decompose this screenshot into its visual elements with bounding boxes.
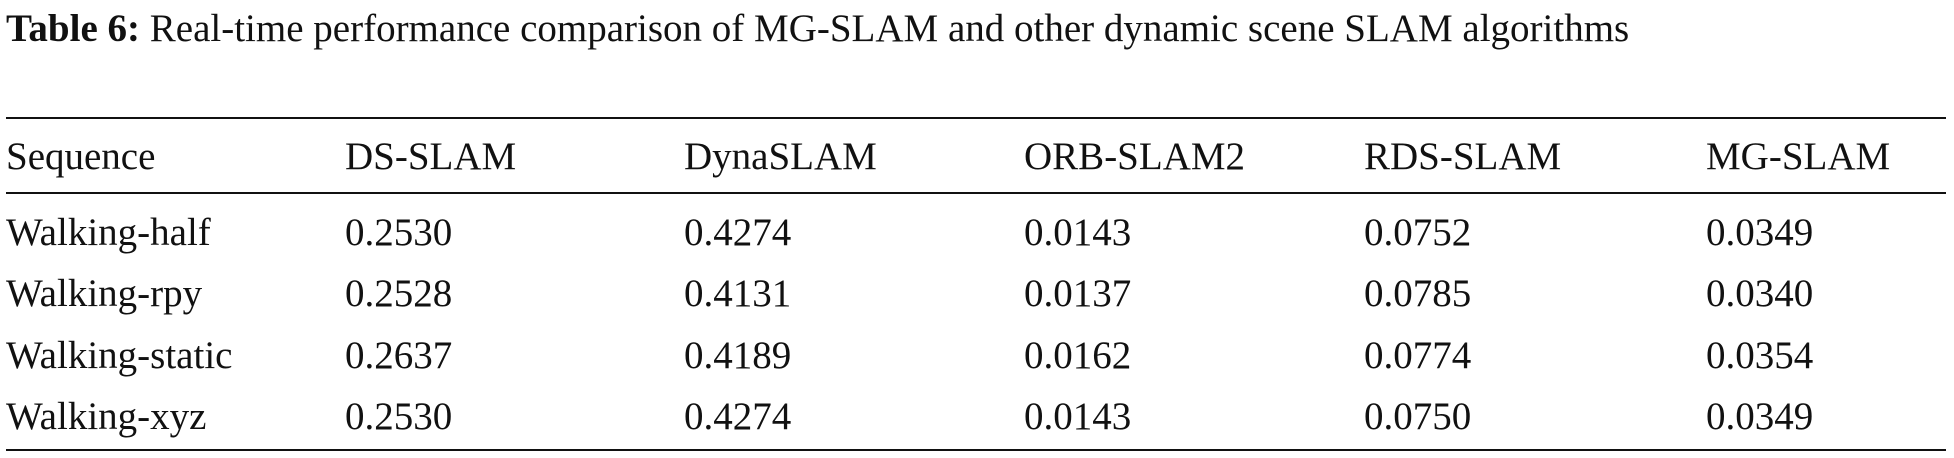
- header-cell: DS-SLAM: [345, 135, 517, 178]
- table-cell: 0.2528: [345, 272, 453, 315]
- header-cell: DynaSLAM: [684, 135, 877, 178]
- table-cell: 0.4274: [684, 211, 792, 254]
- table-cell: 0.0143: [1024, 395, 1132, 438]
- caption-text: Real-time performance comparison of MG-S…: [149, 7, 1630, 50]
- table-cell: 0.0349: [1706, 211, 1814, 254]
- table-cell: 0.0349: [1706, 395, 1814, 438]
- table-cell: 0.0143: [1024, 211, 1132, 254]
- table-cell: 0.0340: [1706, 272, 1814, 315]
- table-cell: 0.0354: [1706, 334, 1814, 377]
- table-cell: 0.4131: [684, 272, 792, 315]
- header-cell: Sequence: [6, 135, 156, 178]
- table-cell: 0.0750: [1364, 395, 1472, 438]
- caption-label: Table 6:: [6, 7, 141, 50]
- header-cell: MG-SLAM: [1706, 135, 1891, 178]
- row-label: Walking-rpy: [6, 272, 203, 315]
- table-cell: 0.2530: [345, 395, 453, 438]
- table-cell: 0.0774: [1364, 334, 1472, 377]
- bottom-rule: [6, 449, 1946, 451]
- table-cell: 0.4274: [684, 395, 792, 438]
- table-cell: 0.4189: [684, 334, 792, 377]
- header-cell: RDS-SLAM: [1364, 135, 1562, 178]
- table-cell: 0.0137: [1024, 272, 1132, 315]
- row-label: Walking-half: [6, 211, 211, 254]
- row-label: Walking-xyz: [6, 395, 207, 438]
- mid-rule: [6, 192, 1946, 194]
- row-label: Walking-static: [6, 334, 233, 377]
- table-cell: 0.2530: [345, 211, 453, 254]
- table-caption: Table 6: Real-time performance compariso…: [6, 4, 1946, 54]
- header-cell: ORB-SLAM2: [1024, 135, 1246, 178]
- table-cell: 0.0752: [1364, 211, 1472, 254]
- table-cell: 0.0162: [1024, 334, 1132, 377]
- table-cell: 0.2637: [345, 334, 453, 377]
- top-rule: [6, 117, 1946, 119]
- table-cell: 0.0785: [1364, 272, 1472, 315]
